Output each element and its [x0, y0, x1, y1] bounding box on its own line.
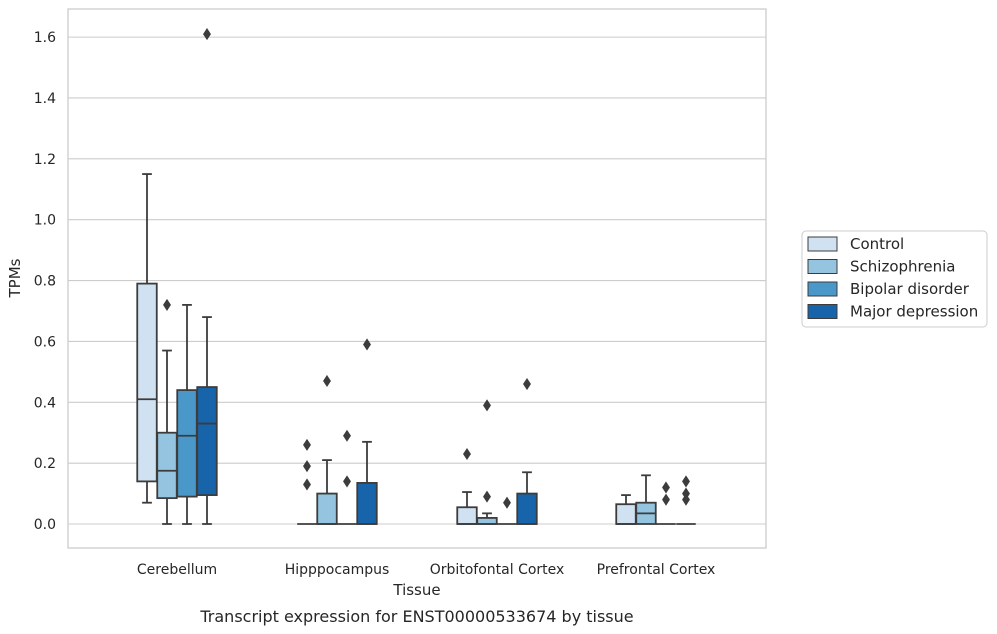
- y-tick-label: 0.8: [34, 274, 56, 290]
- box-body: [156, 431, 178, 500]
- legend-swatch: [807, 259, 838, 274]
- y-tick-label: 1.0: [34, 213, 56, 229]
- outlier-point: [323, 374, 331, 388]
- plot-frame: [67, 8, 767, 549]
- outlier-point: [523, 377, 531, 391]
- box-major-depression: [676, 475, 696, 525]
- y-axis-ticks: 0.0 0.2 0.4 0.6 0.8 1.0 1.2 1.4 1.6: [34, 30, 56, 533]
- box-body: [356, 482, 378, 525]
- y-axis-label: TPMs: [6, 258, 24, 298]
- legend-swatch: [807, 281, 838, 297]
- legend-swatch: [807, 236, 838, 252]
- legend-label: Bipolar disorder: [850, 280, 970, 298]
- box-schizophrenia: [156, 298, 178, 525]
- legend-label: Control: [850, 235, 904, 253]
- box-control: [456, 447, 478, 525]
- box-control: [615, 494, 637, 525]
- legend-label: Major depression: [850, 303, 978, 321]
- box-schizophrenia: [316, 374, 338, 525]
- y-tick-label: 1.2: [34, 152, 56, 168]
- x-axis-label: Tissue: [392, 581, 440, 599]
- legend: Control Schizophrenia Bipolar disorder Majo…: [801, 230, 988, 328]
- box-body: [456, 506, 478, 525]
- outlier-point: [503, 496, 511, 509]
- y-tick-label: 1.6: [34, 30, 56, 46]
- outlier-point: [163, 298, 171, 311]
- outlier-point: [682, 493, 690, 506]
- x-axis-ticks: Cerebellum Hipppocampus Orbitofontal Corte…: [137, 562, 715, 578]
- outlier-point: [343, 475, 351, 488]
- legend-frame: [801, 230, 988, 328]
- outlier-point: [483, 490, 491, 503]
- outlier-point: [662, 481, 670, 494]
- outlier-point: [303, 460, 311, 473]
- box-bipolar-disorder: [337, 429, 357, 525]
- box-major-depression: [196, 28, 218, 525]
- outlier-point: [343, 429, 351, 442]
- box-body: [476, 517, 498, 525]
- outlier-point: [682, 487, 690, 500]
- box-body: [176, 389, 198, 498]
- outlier-point: [303, 438, 311, 451]
- box-major-depression: [516, 377, 538, 525]
- outlier-point: [662, 493, 670, 506]
- y-tick-label: 0.0: [34, 517, 56, 533]
- box-bipolar-disorder: [656, 481, 676, 525]
- outlier-point: [463, 447, 471, 461]
- box-body: [516, 492, 538, 525]
- chart-caption: Transcript expression for ENST0000053367…: [199, 607, 633, 626]
- box-schizophrenia: [476, 399, 498, 525]
- box-major-depression: [356, 338, 378, 525]
- outlier-point: [363, 338, 371, 351]
- box-body: [615, 503, 637, 525]
- box-control: [297, 438, 317, 525]
- box-body: [136, 282, 158, 483]
- x-tick-label: Hipppocampus: [285, 562, 390, 578]
- y-tick-label: 1.4: [34, 91, 56, 107]
- box-body: [196, 386, 218, 496]
- box-schizophrenia: [635, 474, 657, 525]
- box-bipolar-disorder: [497, 496, 517, 525]
- x-tick-label: Orbitofontal Cortex: [430, 562, 565, 578]
- outlier-point: [682, 475, 690, 488]
- outlier-point: [203, 28, 211, 41]
- box-body: [316, 492, 338, 525]
- y-tick-label: 0.6: [34, 334, 56, 350]
- x-tick-label: Cerebellum: [137, 562, 217, 578]
- box-control: [136, 173, 158, 504]
- legend-swatch: [807, 304, 838, 319]
- outlier-point: [483, 399, 491, 412]
- y-tick-label: 0.4: [34, 395, 56, 411]
- legend-label: Schizophrenia: [850, 258, 955, 276]
- outlier-point: [303, 478, 311, 491]
- box-plots: [136, 28, 696, 525]
- y-tick-label: 0.2: [34, 456, 56, 472]
- x-tick-label: Prefrontal Cortex: [597, 562, 716, 578]
- box-bipolar-disorder: [176, 304, 198, 525]
